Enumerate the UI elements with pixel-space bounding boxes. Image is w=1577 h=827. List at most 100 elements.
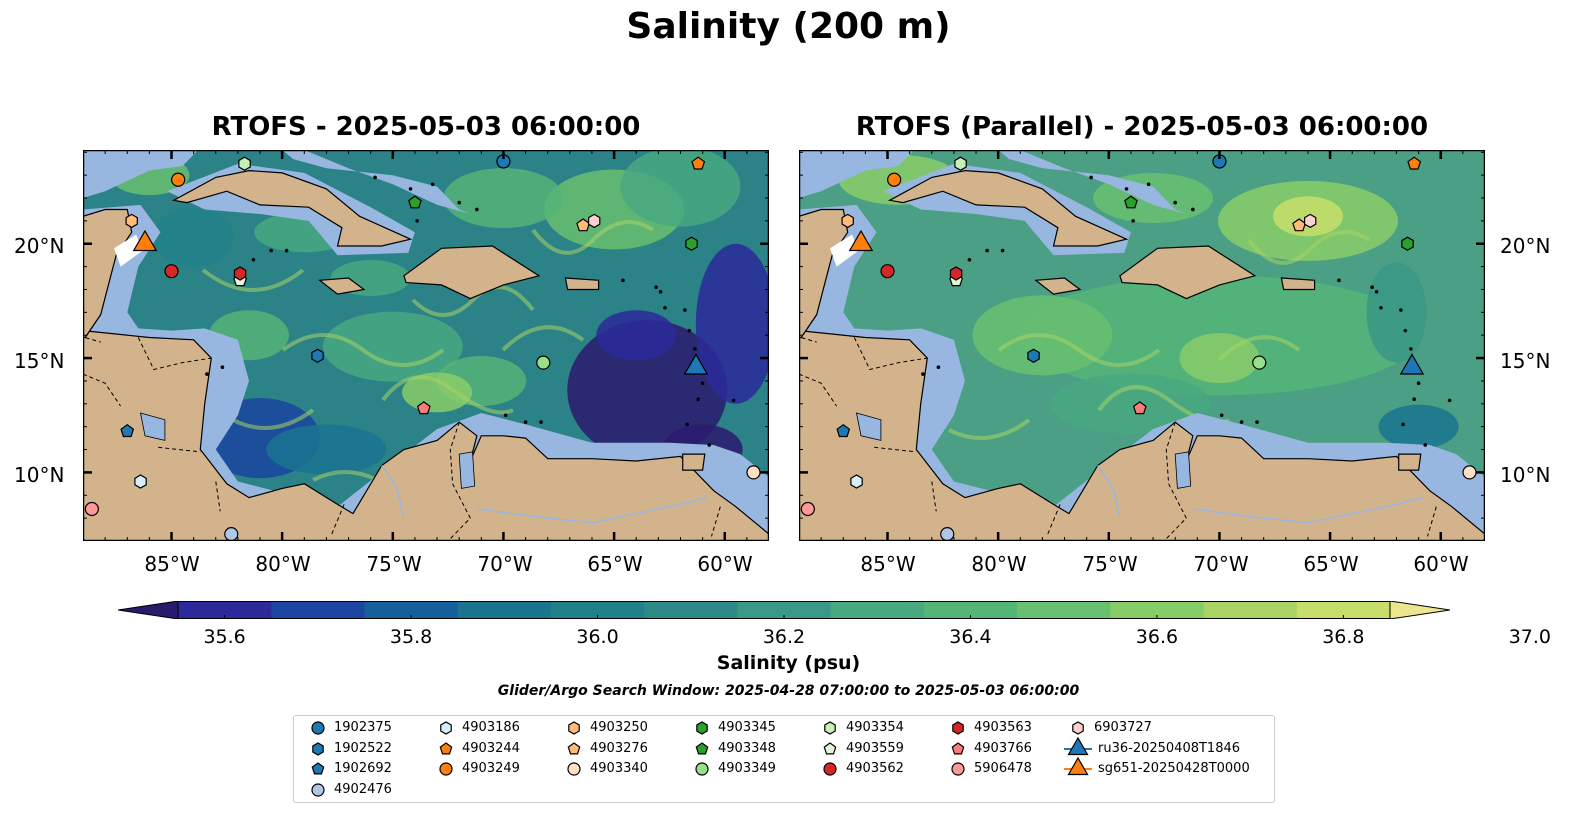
legend-hexagon-icon[interactable] bbox=[696, 721, 708, 735]
land-mass bbox=[564, 277, 600, 291]
legend-circle-icon[interactable] bbox=[311, 782, 325, 797]
legend-pentagon-icon[interactable] bbox=[439, 741, 453, 754]
legend-hexagon-icon[interactable] bbox=[440, 721, 452, 735]
legend-label: 5906478 bbox=[974, 761, 1032, 776]
colorbar-tick-label: 36.2 bbox=[762, 626, 806, 648]
legend-label: 4903249 bbox=[462, 761, 520, 776]
float-marker-4903345[interactable] bbox=[685, 236, 698, 251]
colorbar-tick-label: 36.8 bbox=[1322, 626, 1365, 648]
legend-label: 4903340 bbox=[590, 761, 648, 776]
float-marker-4903340[interactable] bbox=[746, 465, 761, 480]
colorbar-tick-label: 36.0 bbox=[576, 626, 619, 648]
search-window-text: Glider/Argo Search Window: 2025-04-28 07… bbox=[497, 683, 1080, 699]
float-marker-4903562[interactable] bbox=[164, 264, 179, 279]
float-marker-4903766[interactable] bbox=[1132, 401, 1147, 415]
float-marker-4902476[interactable] bbox=[940, 527, 955, 541]
float-marker-4903250[interactable] bbox=[125, 213, 138, 229]
float-marker-4903186[interactable] bbox=[134, 474, 147, 489]
float-marker-4903340[interactable] bbox=[1462, 465, 1477, 480]
x-tick-label: 85°W bbox=[860, 552, 916, 576]
legend-pentagon-icon[interactable] bbox=[311, 762, 325, 775]
float-marker-4903766[interactable] bbox=[416, 401, 431, 415]
legend-circle-icon[interactable] bbox=[439, 762, 453, 776]
legend-pentagon-icon[interactable] bbox=[951, 741, 965, 754]
float-marker-4903250[interactable] bbox=[841, 213, 854, 229]
float-marker-4903348[interactable] bbox=[1124, 195, 1138, 209]
float-marker-6903727[interactable] bbox=[1304, 213, 1317, 229]
float-marker-4903562[interactable] bbox=[880, 264, 895, 279]
map-panel-rtofs[interactable] bbox=[83, 150, 769, 541]
colorbar-tick-label: 37.0 bbox=[1508, 626, 1551, 648]
colorbar-segment bbox=[1296, 601, 1391, 619]
float-marker-4903563[interactable] bbox=[949, 266, 963, 281]
float-marker-4902476[interactable] bbox=[224, 527, 239, 541]
legend-pentagon-icon[interactable] bbox=[567, 741, 581, 754]
land-mass bbox=[403, 245, 541, 300]
colorbar-segment bbox=[1203, 601, 1298, 619]
float-marker-4903186[interactable] bbox=[850, 474, 863, 489]
float-marker-1902692[interactable] bbox=[836, 423, 851, 438]
glider-marker-sg651-20250428T0000[interactable] bbox=[848, 229, 874, 252]
legend-label: ru36-20250408T1846 bbox=[1098, 740, 1241, 756]
float-marker-4903345[interactable] bbox=[1401, 236, 1414, 251]
legend-circle-icon[interactable] bbox=[311, 721, 325, 735]
legend-hexagon-icon[interactable] bbox=[952, 721, 964, 735]
legend-label: sg651-20250428T0000 bbox=[1098, 761, 1250, 776]
float-marker-1902522[interactable] bbox=[1027, 348, 1040, 363]
glider-marker-ru36-20250408T1846[interactable] bbox=[1399, 353, 1425, 375]
float-marker-5906478[interactable] bbox=[800, 501, 815, 517]
legend-glider-icon[interactable] bbox=[1067, 756, 1089, 776]
x-tick-label: 80°W bbox=[255, 552, 311, 576]
colorbar-segment bbox=[644, 601, 738, 619]
legend-pentagon-icon[interactable] bbox=[823, 741, 837, 754]
legend-label: 4903250 bbox=[590, 720, 648, 735]
legend-hexagon-icon[interactable] bbox=[312, 741, 324, 756]
legend-hexagon-icon[interactable] bbox=[824, 721, 836, 735]
legend-label: 4903354 bbox=[846, 720, 904, 735]
land-mass bbox=[83, 329, 769, 541]
x-tick-label: 70°W bbox=[477, 552, 533, 576]
x-tick-label: 70°W bbox=[1193, 552, 1249, 576]
float-marker-5906478[interactable] bbox=[84, 501, 99, 517]
panel-title-rtofs-parallel: RTOFS (Parallel) - 2025-05-03 06:00:00 bbox=[855, 112, 1429, 142]
legend-label: 4903348 bbox=[718, 740, 776, 756]
x-tick-label: 75°W bbox=[1082, 552, 1138, 576]
legend-label: 4903276 bbox=[590, 740, 648, 756]
float-marker-1902692[interactable] bbox=[120, 423, 135, 438]
float-marker-4903349[interactable] bbox=[536, 355, 551, 370]
float-marker-4903349[interactable] bbox=[1252, 355, 1267, 370]
float-marker-4903354[interactable] bbox=[238, 156, 251, 171]
legend-circle-icon[interactable] bbox=[695, 762, 709, 776]
glider-marker-ru36-20250408T1846[interactable] bbox=[683, 353, 709, 375]
float-marker-4903563[interactable] bbox=[233, 266, 247, 281]
glider-marker-sg651-20250428T0000[interactable] bbox=[132, 229, 158, 252]
legend-label: 4903186 bbox=[462, 720, 520, 735]
legend-circle-icon[interactable] bbox=[823, 762, 837, 776]
legend-label: 4903345 bbox=[718, 720, 776, 735]
map-panel-rtofs-parallel[interactable] bbox=[799, 150, 1485, 541]
float-marker-4903244[interactable] bbox=[1407, 156, 1422, 170]
colorbar-label: Salinity (psu) bbox=[716, 652, 861, 674]
float-marker-4903249[interactable] bbox=[887, 172, 902, 187]
legend-hexagon-icon[interactable] bbox=[1072, 721, 1084, 735]
float-marker-4903244[interactable] bbox=[691, 156, 706, 170]
float-marker-4903348[interactable] bbox=[408, 195, 422, 209]
legend-pentagon-icon[interactable] bbox=[695, 741, 709, 754]
y-tick-label: 10°N bbox=[14, 463, 65, 487]
float-marker-1902522[interactable] bbox=[311, 348, 324, 363]
legend-label: 6903727 bbox=[1094, 720, 1152, 735]
legend-circle-icon[interactable] bbox=[567, 762, 581, 776]
colorbar-tick-label: 36.4 bbox=[949, 626, 992, 648]
legend-label: 4903244 bbox=[462, 740, 520, 756]
legend-circle-icon[interactable] bbox=[951, 762, 965, 776]
colorbar-segment bbox=[364, 601, 459, 619]
legend-label: 4902476 bbox=[334, 781, 392, 797]
panel-title-rtofs: RTOFS - 2025-05-03 06:00:00 bbox=[211, 112, 641, 142]
float-marker-4903249[interactable] bbox=[171, 172, 186, 187]
land-mass bbox=[1398, 453, 1422, 471]
float-marker-4903354[interactable] bbox=[954, 156, 967, 171]
float-marker-6903727[interactable] bbox=[588, 213, 601, 229]
legend-hexagon-icon[interactable] bbox=[568, 721, 580, 735]
legend-label: 1902375 bbox=[334, 720, 392, 735]
legend-glider-icon[interactable] bbox=[1067, 736, 1089, 755]
